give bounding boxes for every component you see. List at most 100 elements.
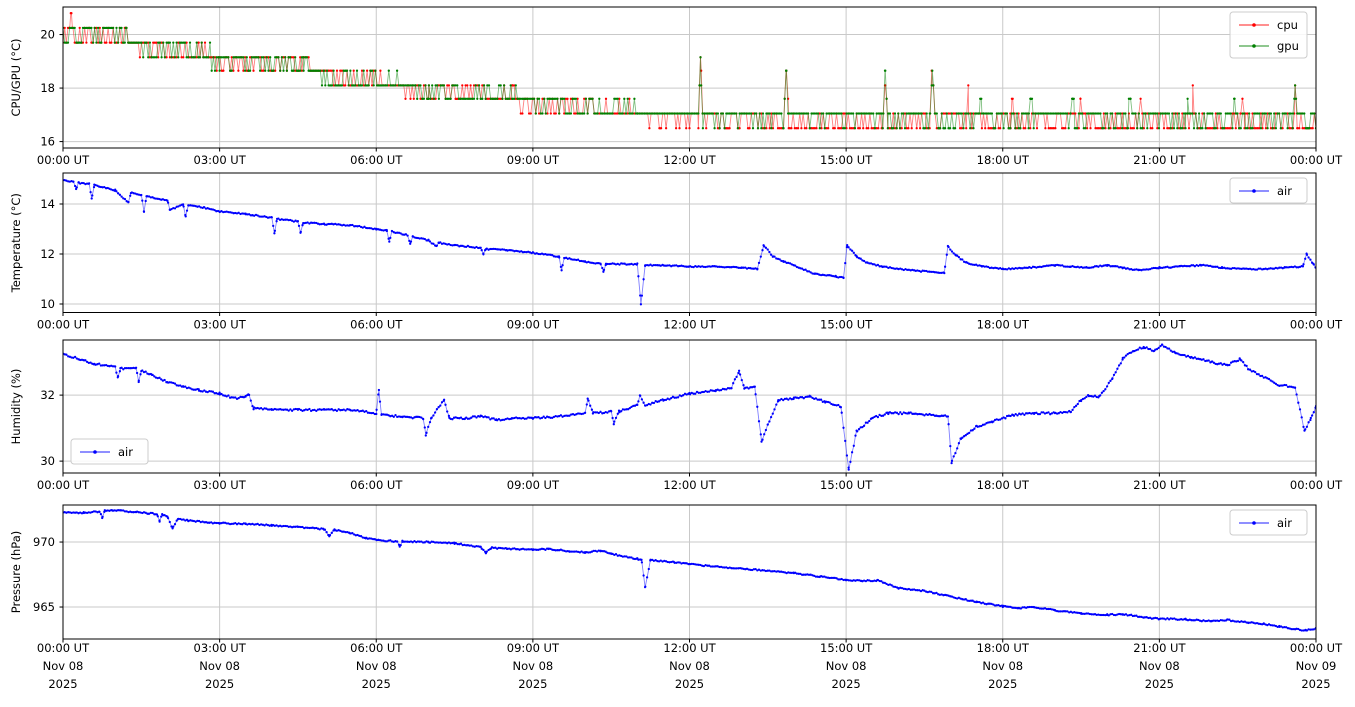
humidity-legend: air	[70, 438, 149, 465]
y-tick-label: 32	[40, 388, 55, 402]
cpu-gpu-x-axis: 00:00 UT 03:00 UT 06:00 UT 09:00 UT 12:00 UT…	[37, 148, 1343, 167]
cpu-gpu-y-axis: 16 18 20	[40, 28, 63, 149]
x-tick-label: 03:00 UT	[194, 318, 247, 332]
x-tick-label: 00:00 UT	[37, 478, 90, 492]
y-tick-label: 18	[40, 81, 55, 95]
temperature-ylabel: Temperature (°C)	[9, 193, 23, 293]
temperature-legend: air	[1229, 177, 1308, 204]
x-tick-date-label: Nov 08	[199, 659, 240, 673]
cpu-gpu-ylabel: CPU/GPU (°C)	[9, 39, 23, 117]
x-tick-label: 21:00 UT	[1133, 641, 1186, 655]
x-tick-label: 09:00 UT	[507, 478, 560, 492]
x-tick-label: 18:00 UT	[977, 478, 1030, 492]
pressure-legend-marker	[1252, 521, 1256, 525]
pressure-air-markers	[63, 509, 1316, 632]
x-tick-year-label: 2025	[675, 677, 704, 691]
x-tick-year-label: 2025	[1145, 677, 1174, 691]
x-tick-year-label: 2025	[48, 677, 77, 691]
x-tick-label: 00:00 UT	[1290, 478, 1343, 492]
x-tick-label: 18:00 UT	[977, 153, 1030, 167]
pressure-legend: air	[1229, 509, 1308, 536]
y-tick-label: 10	[40, 297, 55, 311]
temperature-grid	[62, 173, 1317, 313]
humidity-y-axis: 30 32	[40, 388, 63, 468]
x-tick-label: 15:00 UT	[820, 318, 873, 332]
x-tick-label: 18:00 UT	[977, 318, 1030, 332]
y-tick-label: 970	[33, 535, 55, 549]
x-tick-label: 09:00 UT	[507, 318, 560, 332]
cpu-gpu-legend: cpu gpu	[1229, 11, 1308, 59]
x-tick-year-label: 2025	[988, 677, 1017, 691]
x-tick-label: 12:00 UT	[663, 478, 716, 492]
cpu-gpu-legend-label: cpu	[1277, 18, 1298, 32]
cpu-gpu-legend-marker	[1252, 23, 1256, 27]
x-tick-label: 15:00 UT	[820, 153, 873, 167]
x-tick-label: 06:00 UT	[350, 153, 403, 167]
cpu-gpu-grid	[62, 7, 1317, 148]
x-tick-label: 12:00 UT	[663, 318, 716, 332]
humidity-air-markers	[63, 343, 1316, 471]
x-tick-label: 09:00 UT	[507, 153, 560, 167]
x-tick-date-label: Nov 08	[356, 659, 397, 673]
y-tick-label: 14	[40, 197, 55, 211]
x-tick-date-label: Nov 08	[826, 659, 867, 673]
x-tick-year-label: 2025	[831, 677, 860, 691]
temperature-y-axis: 10 12 14	[40, 197, 63, 311]
x-tick-label: 12:00 UT	[663, 153, 716, 167]
x-tick-year-label: 2025	[1301, 677, 1330, 691]
temperature-plot: 00:00 UT 03:00 UT 06:00 UT 09:00 UT 12:00 UT…	[9, 172, 1343, 332]
x-tick-label: 06:00 UT	[350, 641, 403, 655]
humidity-x-axis: 00:00 UT 03:00 UT 06:00 UT 09:00 UT 12:00 UT…	[37, 473, 1343, 492]
x-tick-label: 00:00 UT	[37, 641, 90, 655]
x-tick-year-label: 2025	[205, 677, 234, 691]
y-tick-label: 12	[40, 247, 55, 261]
x-tick-label: 12:00 UT	[663, 641, 716, 655]
x-tick-label: 00:00 UT	[37, 318, 90, 332]
x-tick-year-label: 2025	[518, 677, 547, 691]
x-tick-label: 06:00 UT	[350, 318, 403, 332]
humidity-legend-marker	[93, 450, 97, 454]
x-tick-label: 09:00 UT	[507, 641, 560, 655]
humidity-grid	[62, 340, 1317, 473]
x-tick-label: 15:00 UT	[820, 478, 873, 492]
humidity-ylabel: Humidity (%)	[9, 369, 23, 445]
x-tick-label: 18:00 UT	[977, 641, 1030, 655]
x-tick-label: 21:00 UT	[1133, 153, 1186, 167]
y-tick-label: 20	[40, 28, 55, 42]
humidity-plot: 00:00 UT 03:00 UT 06:00 UT 09:00 UT 12:00 UT…	[9, 339, 1343, 492]
cpu-gpu-legend-label: gpu	[1277, 39, 1299, 53]
y-tick-label: 965	[33, 600, 55, 614]
x-tick-label: 00:00 UT	[1290, 318, 1343, 332]
x-tick-label: 00:00 UT	[37, 153, 90, 167]
humidity-legend-label: air	[118, 445, 133, 459]
x-tick-label: 00:00 UT	[1290, 153, 1343, 167]
x-tick-date-label: Nov 08	[513, 659, 554, 673]
cpu-gpu-legend-marker	[1252, 44, 1256, 48]
x-tick-year-label: 2025	[362, 677, 391, 691]
x-tick-date-label: Nov 08	[43, 659, 84, 673]
y-tick-label: 16	[40, 135, 55, 149]
x-tick-label: 21:00 UT	[1133, 478, 1186, 492]
x-tick-label: 03:00 UT	[194, 153, 247, 167]
x-tick-label: 06:00 UT	[350, 478, 403, 492]
x-tick-date-label: Nov 09	[1296, 659, 1337, 673]
x-tick-date-label: Nov 08	[669, 659, 710, 673]
x-tick-label: 03:00 UT	[194, 478, 247, 492]
x-tick-label: 21:00 UT	[1133, 318, 1186, 332]
x-tick-date-label: Nov 08	[1139, 659, 1180, 673]
x-tick-label: 00:00 UT	[1290, 641, 1343, 655]
y-tick-label: 30	[40, 454, 55, 468]
x-tick-label: 15:00 UT	[820, 641, 873, 655]
cpu-gpu-plot: 00:00 UT 03:00 UT 06:00 UT 09:00 UT 12:00 UT…	[9, 6, 1343, 167]
temperature-legend-label: air	[1277, 184, 1292, 198]
temperature-legend-marker	[1252, 189, 1256, 193]
pressure-y-axis: 965 970	[33, 535, 63, 614]
pressure-legend-label: air	[1277, 516, 1292, 530]
x-tick-date-label: Nov 08	[982, 659, 1023, 673]
pressure-ylabel: Pressure (hPa)	[9, 531, 23, 614]
x-tick-label: 03:00 UT	[194, 641, 247, 655]
pressure-plot: 00:00 UT Nov 08 2025 03:00 UT Nov 08 2025 06:0…	[9, 504, 1343, 691]
temperature-x-axis: 00:00 UT 03:00 UT 06:00 UT 09:00 UT 12:00 UT…	[37, 312, 1343, 332]
